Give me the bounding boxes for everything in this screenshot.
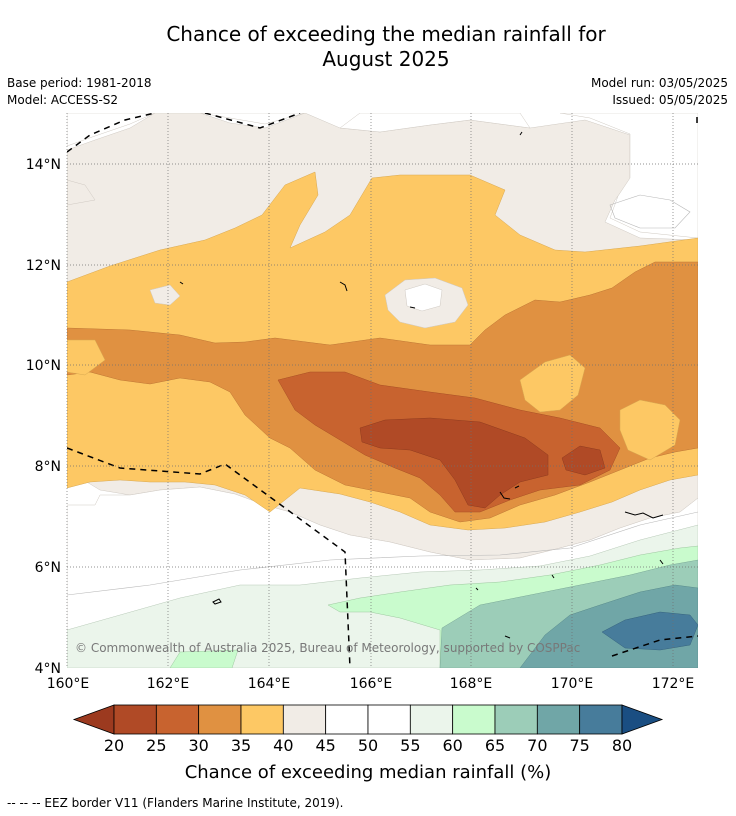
chart-title: Chance of exceeding the median rainfall … [0,22,736,72]
colorbar-swatch-c50-55 [367,704,411,735]
colorbar-tick-70: 70 [527,736,547,755]
issued-text: Issued: 05/05/2025 [612,93,728,107]
island-outlines [179,131,664,639]
colorbar-tick-50: 50 [358,736,378,755]
contour-hole-35-40-west [67,339,106,376]
colorbar-tick-55: 55 [400,736,420,755]
colorbar-tick-80: 80 [612,736,632,755]
title-line-2: August 2025 [322,47,450,71]
colorbar-ticks: 20 25 30 35 40 45 50 55 60 65 70 75 80 [104,736,632,755]
contour-line-south [67,511,698,596]
contour-hole-west [149,284,181,306]
colorbar-label: Chance of exceeding median rainfall (%) [185,762,552,783]
copyright-text: © Commonwealth of Australia 2025, Bureau… [75,641,580,655]
lat-tick-14n: 14°N [26,157,61,173]
colorbar-swatch-c75-80 [579,704,623,735]
contour-20-25 [359,417,549,509]
colorbar-swatch-c70-75 [536,704,581,735]
colorbar-tick-25: 25 [146,736,166,755]
colorbar-tick-30: 30 [188,736,208,755]
lon-tick-162e: 162°E [147,676,190,692]
contour-60-65-southwest [169,649,239,668]
colorbar-swatch-c25-30 [155,704,200,735]
colorbar-tick-45: 45 [315,736,335,755]
lon-tick-164e: 164°E [248,676,291,692]
contour-75-80 [601,611,698,651]
lat-tick-12n: 12°N [26,258,61,274]
contour-hole-35-40-east [519,354,586,413]
base-period-text: Base period: 1981-2018 [7,76,152,90]
colorbar-tick-65: 65 [485,736,505,755]
colorbar-swatch-c40-45 [282,704,327,735]
colorbar-tick-75: 75 [569,736,589,755]
contour-20-25-east [561,445,606,476]
model-text: Model: ACCESS-S2 [7,93,119,107]
colorbar-arrow-above [621,704,664,735]
model-run-text: Model run: 03/05/2025 [590,76,728,90]
colorbar-arrow-below [72,704,115,735]
lon-tick-170e: 170°E [551,676,594,692]
colorbar-swatch-c30-35 [198,704,242,735]
colorbar-tick-35: 35 [231,736,251,755]
lon-axis: 160°E 162°E 164°E 166°E 168°E 170°E 172°… [47,676,695,692]
contour-hole-45-55 [404,283,443,312]
colorbar-tick-60: 60 [442,736,462,755]
lon-tick-168e: 168°E [450,676,493,692]
contour-hole-35-40-far-east [619,399,681,461]
colorbar-swatch-c55-60 [409,704,454,735]
lat-tick-4n: 4°N [35,661,61,677]
colorbar-tick-40: 40 [273,736,293,755]
lat-axis: 14°N 12°N 10°N 8°N 6°N 4°N [26,157,61,677]
lon-tick-160e: 160°E [47,676,90,692]
lon-tick-172e: 172°E [652,676,695,692]
colorbar-swatch-c60-65 [452,704,496,735]
colorbar-swatch-c65-70 [494,704,538,735]
eez-borders [67,113,698,668]
title-line-1: Chance of exceeding the median rainfall … [166,22,606,46]
contour-map: © Commonwealth of Australia 2025, Bureau… [67,113,698,668]
contour-45-55-north [67,113,698,239]
colorbar-swatch-c45-50 [325,704,369,735]
lat-tick-10n: 10°N [26,358,61,374]
lat-tick-6n: 6°N [35,560,61,576]
graticule [67,113,698,668]
meta-right: Model run: 03/05/2025 Issued: 05/05/2025 [591,75,728,109]
colorbar-swatch-c20-25 [113,704,157,735]
lat-tick-8n: 8°N [35,459,61,475]
colorbar-swatch-c35-40 [240,704,284,735]
contour-line-northeast [609,194,691,229]
colorbar-tick-20: 20 [104,736,124,755]
lon-tick-166e: 166°E [350,676,393,692]
meta-left: Base period: 1981-2018 Model: ACCESS-S2 [7,75,152,109]
eez-legend-text: -- -- -- EEZ border V11 (Flanders Marine… [7,796,344,810]
colorbar [72,704,664,735]
